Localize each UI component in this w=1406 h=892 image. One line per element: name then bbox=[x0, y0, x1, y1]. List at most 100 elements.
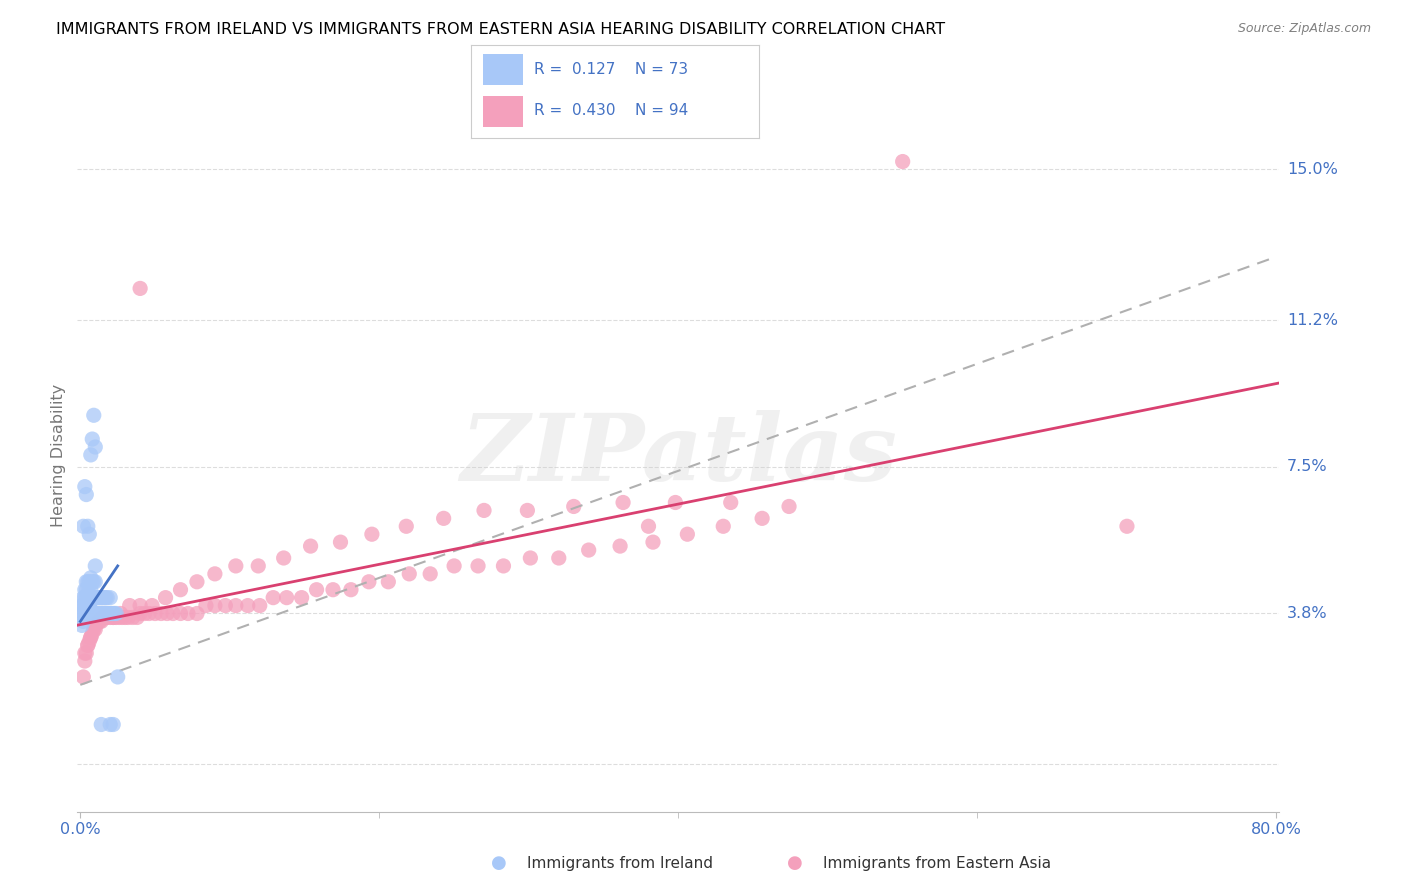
Point bbox=[114, 610, 136, 624]
Point bbox=[72, 519, 94, 533]
Point bbox=[262, 591, 284, 605]
Point bbox=[360, 527, 382, 541]
Point bbox=[664, 495, 686, 509]
Point bbox=[562, 500, 585, 514]
Point bbox=[90, 607, 112, 621]
Text: 3.8%: 3.8% bbox=[1286, 606, 1327, 621]
Point bbox=[433, 511, 456, 525]
Point bbox=[83, 623, 105, 637]
Point bbox=[76, 607, 98, 621]
Point bbox=[75, 646, 97, 660]
Point bbox=[73, 599, 96, 613]
Point bbox=[96, 610, 118, 624]
Point bbox=[778, 500, 800, 514]
Point bbox=[129, 607, 152, 621]
Point bbox=[91, 591, 114, 605]
Point bbox=[103, 717, 125, 731]
Point bbox=[751, 511, 773, 525]
Point bbox=[121, 610, 143, 624]
Point bbox=[711, 519, 734, 533]
Point bbox=[118, 599, 141, 613]
Point bbox=[76, 587, 98, 601]
Point bbox=[547, 551, 569, 566]
Point bbox=[98, 591, 121, 605]
Point bbox=[676, 527, 699, 541]
Point bbox=[75, 487, 97, 501]
Point bbox=[162, 607, 184, 621]
Point bbox=[79, 587, 101, 601]
Y-axis label: Hearing Disability: Hearing Disability bbox=[51, 384, 66, 526]
Point bbox=[357, 574, 380, 589]
Point bbox=[80, 630, 103, 644]
FancyBboxPatch shape bbox=[482, 54, 523, 85]
Text: R =  0.430    N = 94: R = 0.430 N = 94 bbox=[534, 103, 689, 118]
Point bbox=[177, 607, 200, 621]
Point bbox=[76, 638, 98, 652]
Point bbox=[141, 599, 163, 613]
Point bbox=[340, 582, 363, 597]
Point bbox=[73, 607, 96, 621]
Point bbox=[398, 566, 420, 581]
Point bbox=[83, 409, 105, 423]
Point bbox=[492, 558, 515, 573]
Point bbox=[143, 607, 166, 621]
Point bbox=[83, 591, 105, 605]
Point bbox=[82, 607, 104, 621]
Point bbox=[89, 591, 111, 605]
Point bbox=[169, 607, 191, 621]
Point bbox=[155, 591, 177, 605]
Point bbox=[83, 607, 105, 621]
Point bbox=[214, 599, 236, 613]
Point bbox=[79, 527, 101, 541]
Point bbox=[70, 607, 93, 621]
Point bbox=[467, 558, 489, 573]
Point bbox=[419, 566, 441, 581]
Point bbox=[75, 574, 97, 589]
Text: ●: ● bbox=[786, 855, 803, 872]
Point bbox=[89, 615, 111, 629]
Point bbox=[329, 535, 352, 549]
Point bbox=[94, 610, 117, 624]
Point bbox=[73, 591, 96, 605]
Point bbox=[80, 630, 103, 644]
Point bbox=[134, 607, 156, 621]
Point bbox=[612, 495, 634, 509]
Point bbox=[186, 607, 208, 621]
Point bbox=[97, 607, 120, 621]
Point bbox=[249, 599, 271, 613]
Point bbox=[70, 618, 93, 632]
Point bbox=[472, 503, 495, 517]
Point bbox=[72, 615, 94, 629]
Point bbox=[72, 607, 94, 621]
Point bbox=[76, 638, 98, 652]
Point bbox=[891, 154, 914, 169]
Point bbox=[117, 610, 139, 624]
Point bbox=[75, 582, 97, 597]
Point bbox=[105, 607, 128, 621]
Point bbox=[86, 591, 108, 605]
Point bbox=[80, 571, 103, 585]
Point bbox=[236, 599, 259, 613]
Point bbox=[641, 535, 664, 549]
Text: ●: ● bbox=[491, 855, 508, 872]
Point bbox=[150, 607, 173, 621]
Point bbox=[87, 591, 110, 605]
Point bbox=[75, 591, 97, 605]
Point bbox=[79, 607, 101, 621]
Point bbox=[83, 574, 105, 589]
Text: 7.5%: 7.5% bbox=[1286, 459, 1327, 475]
Point bbox=[82, 574, 104, 589]
Point bbox=[89, 607, 111, 621]
Point bbox=[276, 591, 298, 605]
Point bbox=[84, 607, 107, 621]
Point bbox=[90, 615, 112, 629]
Point bbox=[93, 610, 115, 624]
Text: Source: ZipAtlas.com: Source: ZipAtlas.com bbox=[1237, 22, 1371, 36]
Point bbox=[299, 539, 322, 553]
Point bbox=[519, 551, 541, 566]
Point bbox=[72, 591, 94, 605]
Point bbox=[100, 607, 122, 621]
Point bbox=[84, 440, 107, 454]
Point bbox=[291, 591, 314, 605]
Point bbox=[103, 610, 125, 624]
